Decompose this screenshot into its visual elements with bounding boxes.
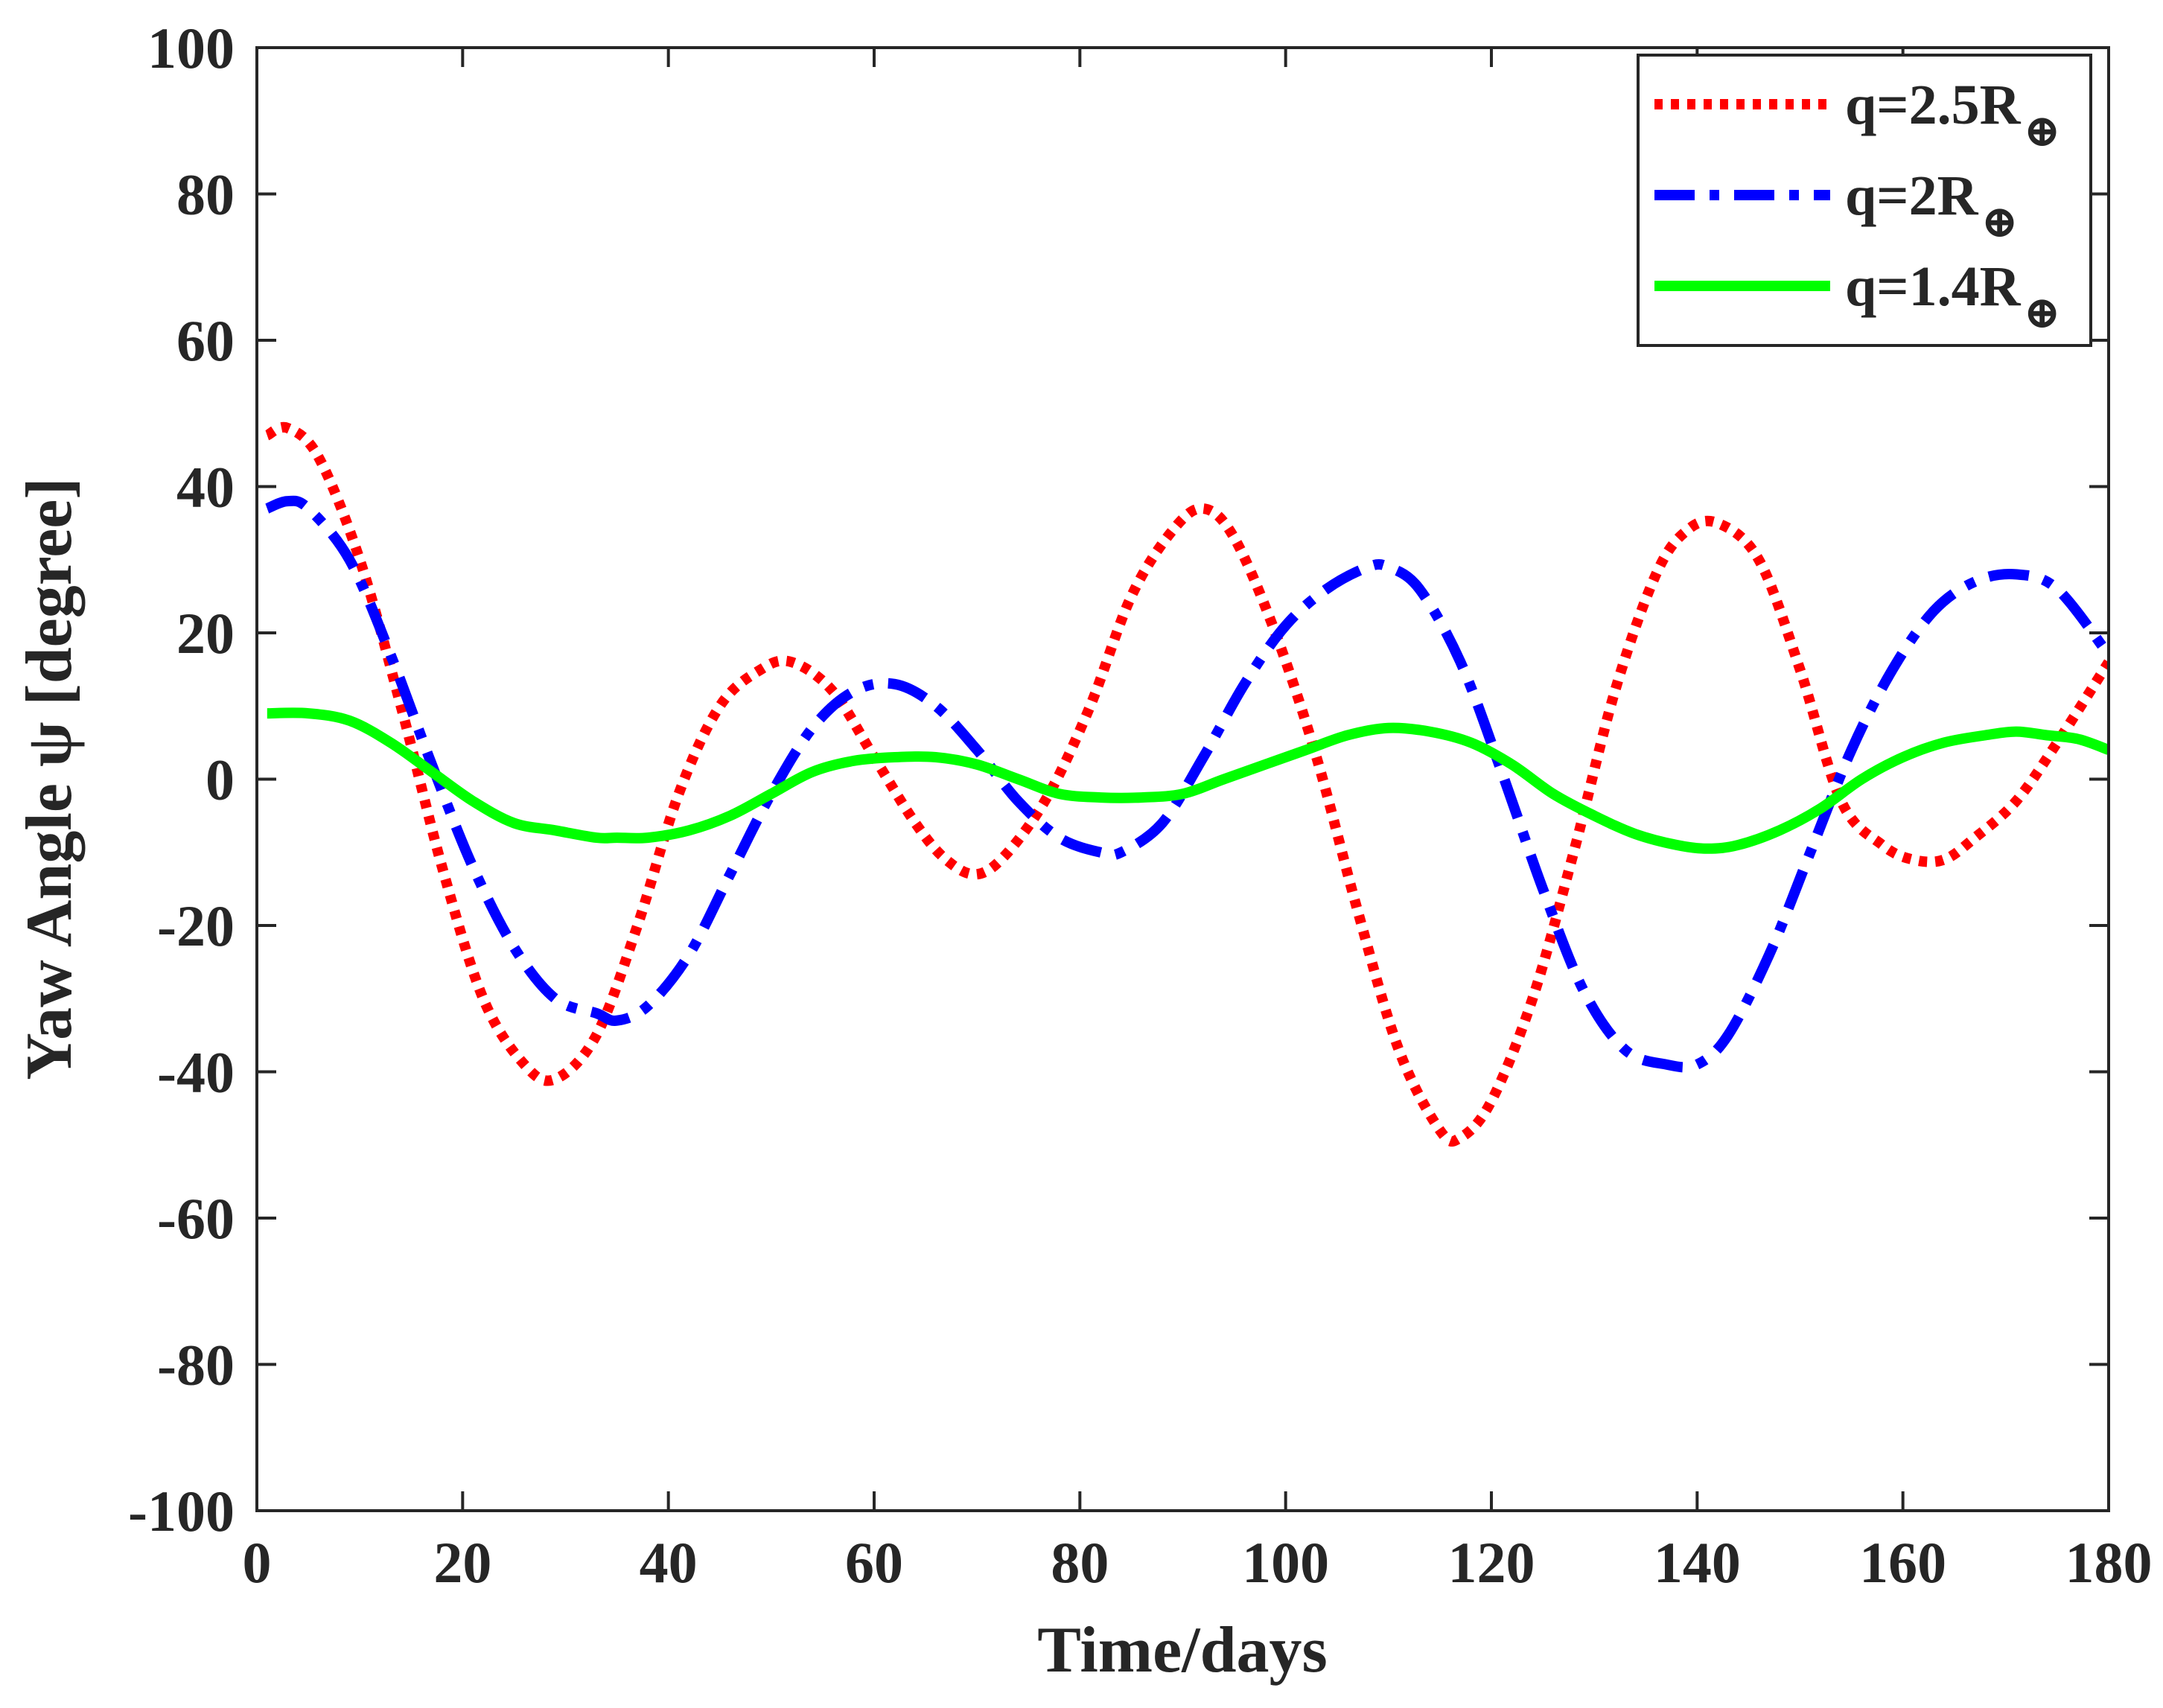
y-tick-label: -100 <box>128 1479 235 1543</box>
y-tick-label: 100 <box>147 16 235 80</box>
y-tick-label: 80 <box>176 162 235 227</box>
series-layer <box>264 421 2109 1147</box>
y-axis-title: Yaw Angle ψ [degree] <box>13 477 86 1080</box>
x-tick-label: 160 <box>1859 1530 1946 1595</box>
x-axis: 0 20 40 60 80 100 120 140 160 180 <box>243 48 2153 1595</box>
y-tick-label: -60 <box>157 1186 235 1251</box>
x-tick-label: 180 <box>2065 1530 2153 1595</box>
legend-subscript: ⊕ <box>2023 288 2060 337</box>
legend-label-q-2-5r: q=2.5R <box>1845 74 2022 136</box>
legend-subscript: ⊕ <box>2023 106 2060 156</box>
x-tick-label: 40 <box>640 1530 698 1595</box>
y-tick-label: 20 <box>176 601 235 666</box>
legend-label-q-2r: q=2R <box>1845 165 1979 227</box>
legend: q=2.5R ⊕q=2R ⊕q=1.4R ⊕ <box>1637 54 2092 347</box>
y-tick-label: -20 <box>157 893 235 958</box>
legend-label-q-1-4r: q=1.4R <box>1845 255 2022 318</box>
x-tick-label: 80 <box>1051 1530 1109 1595</box>
series-line-q-2r <box>265 495 2109 1073</box>
x-tick-label: 120 <box>1448 1530 1535 1595</box>
y-tick-label: 0 <box>206 748 235 812</box>
series-line-q-2-5r <box>264 421 2109 1147</box>
x-tick-label: 140 <box>1654 1530 1741 1595</box>
y-axis: -100 -80 -60 -40 -20 0 20 40 60 80 100 <box>128 16 2109 1543</box>
x-tick-label: 100 <box>1242 1530 1329 1595</box>
x-tick-label: 20 <box>433 1530 491 1595</box>
x-tick-label: 60 <box>845 1530 903 1595</box>
y-tick-label: -40 <box>157 1040 235 1105</box>
x-axis-title: Time/days <box>1037 1614 1328 1686</box>
y-tick-label: 40 <box>176 455 235 520</box>
y-tick-label: 60 <box>176 308 235 373</box>
x-tick-label: 0 <box>243 1530 272 1595</box>
y-tick-label: -80 <box>157 1333 235 1398</box>
legend-subscript: ⊕ <box>1981 197 2018 246</box>
series-line-q-1-4r <box>267 707 2109 854</box>
